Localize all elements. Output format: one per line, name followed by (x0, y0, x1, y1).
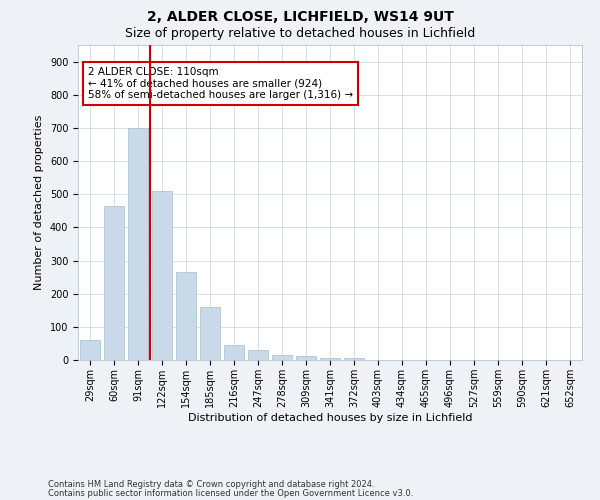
Bar (296, 356, 316, 360)
Y-axis label: Number of detached properties: Number of detached properties (34, 115, 44, 290)
Bar (248, 350, 268, 360)
Text: Contains public sector information licensed under the Open Government Licence v3: Contains public sector information licen… (48, 489, 413, 498)
Bar (128, 128, 148, 360)
Text: Size of property relative to detached houses in Lichfield: Size of property relative to detached ho… (125, 28, 475, 40)
Bar (320, 358, 340, 360)
Text: Contains HM Land Registry data © Crown copyright and database right 2024.: Contains HM Land Registry data © Crown c… (48, 480, 374, 489)
Bar (176, 272, 196, 360)
Text: 2, ALDER CLOSE, LICHFIELD, WS14 9UT: 2, ALDER CLOSE, LICHFIELD, WS14 9UT (146, 10, 454, 24)
Text: 2 ALDER CLOSE: 110sqm
← 41% of detached houses are smaller (924)
58% of semi-det: 2 ALDER CLOSE: 110sqm ← 41% of detached … (88, 67, 353, 100)
Bar (344, 358, 364, 360)
Bar (152, 191, 172, 360)
Bar (80, 340, 100, 360)
Bar (104, 206, 124, 360)
Bar (272, 355, 292, 360)
Bar (224, 345, 244, 360)
X-axis label: Distribution of detached houses by size in Lichfield: Distribution of detached houses by size … (188, 412, 472, 422)
Bar (200, 307, 220, 360)
